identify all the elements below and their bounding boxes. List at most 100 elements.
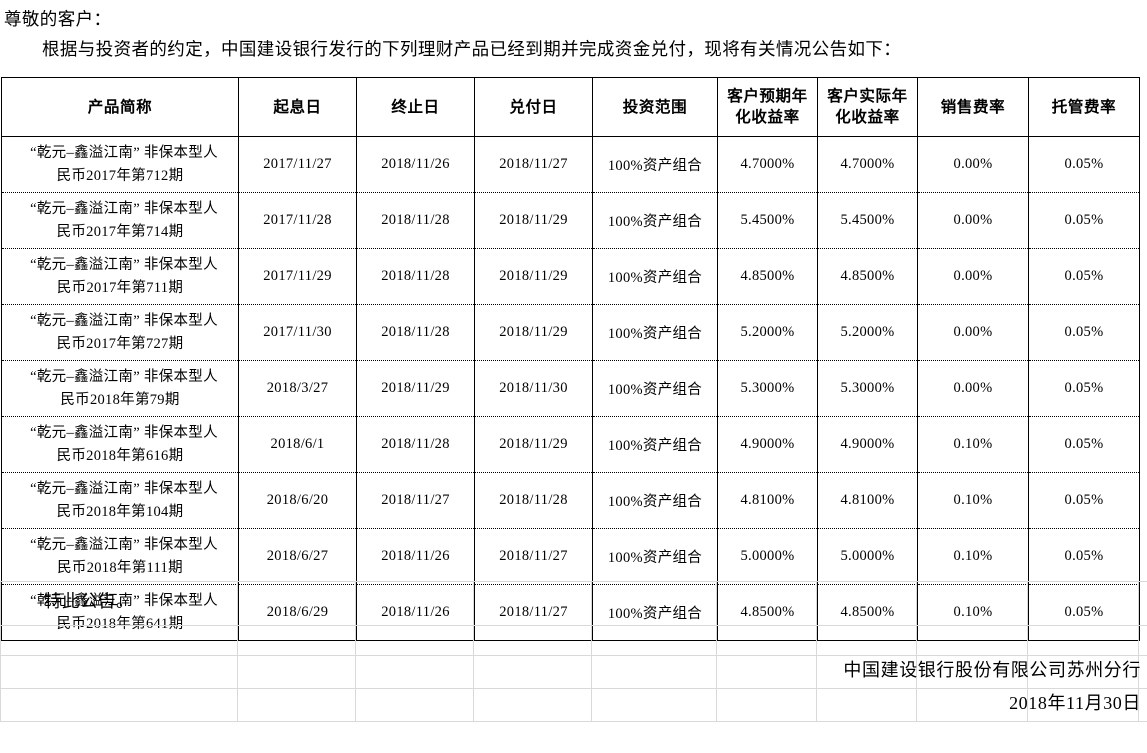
cell-start-date: 2018/6/29 (238, 584, 357, 641)
cell-payment-date: 2018/11/27 (474, 584, 593, 641)
cell-investment-scope: 100%资产组合 (592, 472, 718, 529)
product-name-line1: “乾元–鑫溢江南” 非保本型人 (30, 592, 218, 609)
cell-payment-date: 2018/11/30 (474, 360, 593, 417)
cell-product-name: “乾元–鑫溢江南” 非保本型人民币2018年第641期 (1, 584, 239, 641)
header-row: 产品简称 起息日 终止日 兑付日 投资范围 客户预期年 化收益率 客户实际年 化… (1, 77, 1140, 137)
table-row: “乾元–鑫溢江南” 非保本型人 民币2017年第711期 2017/11/29 201… (1, 248, 1140, 305)
product-name-line1: “乾元–鑫溢江南” 非保本型人 (30, 480, 218, 497)
cell-sales-fee: 0.00% (917, 304, 1029, 361)
product-name-line2: 民币2018年第641期 (56, 615, 184, 632)
product-name-line1: “乾元–鑫溢江南” 非保本型人 (30, 200, 218, 217)
cell-investment-scope: 100%资产组合 (592, 192, 718, 249)
header-payment-date: 兑付日 (474, 77, 593, 137)
cell-end-date: 2018/11/26 (356, 584, 475, 641)
table-row: “乾元–鑫溢江南” 非保本型人 民币2018年第79期 2018/3/27 2018/… (1, 360, 1140, 417)
cell-product-name: “乾元–鑫溢江南” 非保本型人民币2017年第714期 (1, 192, 239, 249)
cell-expected-rate: 4.9000% (717, 416, 818, 473)
table-row: “乾元–鑫溢江南” 非保本型人 民币2018年第104期 2018/6/20 2018… (1, 472, 1140, 529)
grid-line-vertical (916, 581, 917, 721)
product-name-line2: 民币2018年第79期 (60, 391, 180, 408)
cell-expected-rate: 4.8500% (717, 584, 818, 641)
cell-start-date: 2017/11/27 (238, 136, 357, 193)
product-name-line2: 民币2018年第104期 (56, 503, 184, 520)
product-name-line1: “乾元–鑫溢江南” 非保本型人 (30, 312, 218, 329)
header-custody-fee: 托管费率 (1028, 77, 1140, 137)
cell-custody-fee: 0.05% (1028, 192, 1140, 249)
header-actual-rate-line1: 客户实际年 (827, 88, 908, 105)
product-name-line2: 民币2017年第727期 (56, 335, 184, 352)
grid-line-vertical (0, 581, 1, 721)
grid-line-horizontal (0, 581, 1147, 582)
product-name-line2: 民币2017年第714期 (56, 223, 184, 240)
cell-investment-scope: 100%资产组合 (592, 304, 718, 361)
intro-paragraph: 根据与投资者的约定，中国建设银行发行的下列理财产品已经到期并完成资金兑付，现将有… (42, 39, 902, 59)
table-header: 产品简称 起息日 终止日 兑付日 投资范围 客户预期年 化收益率 客户实际年 化… (1, 77, 1140, 137)
grid-line-vertical (473, 581, 474, 721)
signature-organization: 中国建设银行股份有限公司苏州分行 (843, 660, 1141, 680)
cell-actual-rate: 4.8500% (817, 248, 918, 305)
cell-sales-fee: 0.10% (917, 472, 1029, 529)
cell-expected-rate: 4.8500% (717, 248, 818, 305)
grid-line-horizontal (0, 625, 1147, 626)
cell-sales-fee: 0.00% (917, 360, 1029, 417)
product-name-line1: “乾元–鑫溢江南” 非保本型人 (30, 256, 218, 273)
header-expected-rate-line2: 化收益率 (735, 109, 800, 126)
grid-line-horizontal (0, 688, 1147, 689)
cell-start-date: 2017/11/29 (238, 248, 357, 305)
cell-product-name: “乾元–鑫溢江南” 非保本型人民币2017年第711期 (1, 248, 239, 305)
cell-actual-rate: 4.7000% (817, 136, 918, 193)
product-name-line2: 民币2018年第111期 (57, 559, 183, 576)
header-investment-scope: 投资范围 (592, 77, 718, 137)
cell-custody-fee: 0.05% (1028, 416, 1140, 473)
cell-end-date: 2018/11/28 (356, 248, 475, 305)
cell-start-date: 2018/3/27 (238, 360, 357, 417)
grid-line-vertical (237, 581, 238, 721)
cell-end-date: 2018/11/26 (356, 136, 475, 193)
cell-end-date: 2018/11/27 (356, 472, 475, 529)
intro-block: 尊敬的客户： 根据与投资者的约定，中国建设银行发行的下列理财产品已经到期并完成资… (0, 0, 1147, 64)
cell-start-date: 2018/6/27 (238, 528, 357, 585)
cell-expected-rate: 4.8100% (717, 472, 818, 529)
cell-start-date: 2018/6/20 (238, 472, 357, 529)
cell-product-name: “乾元–鑫溢江南” 非保本型人 民币2017年第712期 (1, 136, 239, 193)
cell-actual-rate: 4.9000% (817, 416, 918, 473)
cell-investment-scope: 100%资产组合 (592, 136, 718, 193)
cell-custody-fee: 0.05% (1028, 248, 1140, 305)
grid-line-vertical (716, 581, 717, 721)
products-table: 产品简称 起息日 终止日 兑付日 投资范围 客户预期年 化收益率 客户实际年 化… (1, 77, 1140, 641)
table-row: “乾元–鑫溢江南” 非保本型人 民币2018年第641期 2018/6/29 2018… (1, 584, 1140, 641)
cell-expected-rate: 5.2000% (717, 304, 818, 361)
grid-line-vertical (591, 581, 592, 721)
signature-date: 2018年11月30日 (1009, 693, 1141, 713)
product-name-line1: “乾元–鑫溢江南” 非保本型人 (30, 536, 218, 553)
cell-end-date: 2018/11/26 (356, 528, 475, 585)
cell-start-date: 2018/6/1 (238, 416, 357, 473)
cell-product-name: “乾元–鑫溢江南” 非保本型人民币2017年第727期 (1, 304, 239, 361)
cell-custody-fee: 0.05% (1028, 136, 1140, 193)
cell-end-date: 2018/11/29 (356, 360, 475, 417)
product-name-line1: “乾元–鑫溢江南” 非保本型人 (30, 144, 218, 161)
cell-expected-rate: 5.0000% (717, 528, 818, 585)
cell-investment-scope: 100%资产组合 (592, 248, 718, 305)
grid-line-horizontal (0, 655, 1147, 656)
cell-custody-fee: 0.05% (1028, 584, 1140, 641)
product-name-line2: 民币2017年第711期 (56, 279, 184, 296)
cell-product-name: “乾元–鑫溢江南” 非保本型人民币2018年第79期 (1, 360, 239, 417)
header-expected-rate-line1: 客户预期年 (727, 88, 808, 105)
cell-actual-rate: 5.3000% (817, 360, 918, 417)
cell-sales-fee: 0.00% (917, 136, 1029, 193)
cell-actual-rate: 4.8500% (817, 584, 918, 641)
cell-payment-date: 2018/11/27 (474, 136, 593, 193)
cell-investment-scope: 100%资产组合 (592, 528, 718, 585)
cell-actual-rate: 4.8100% (817, 472, 918, 529)
cell-payment-date: 2018/11/28 (474, 472, 593, 529)
cell-sales-fee: 0.10% (917, 416, 1029, 473)
product-name-line1: “乾元–鑫溢江南” 非保本型人 (30, 368, 218, 385)
table-row: “乾元–鑫溢江南” 非保本型人 民币2017年第727期 2017/11/30 201… (1, 304, 1140, 361)
cell-end-date: 2018/11/28 (356, 192, 475, 249)
cell-actual-rate: 5.4500% (817, 192, 918, 249)
table-row: “乾元–鑫溢江南” 非保本型人民币2018年第111期 2018/6/27 2018… (1, 528, 1140, 585)
cell-payment-date: 2018/11/29 (474, 304, 593, 361)
cell-expected-rate: 4.7000% (717, 136, 818, 193)
